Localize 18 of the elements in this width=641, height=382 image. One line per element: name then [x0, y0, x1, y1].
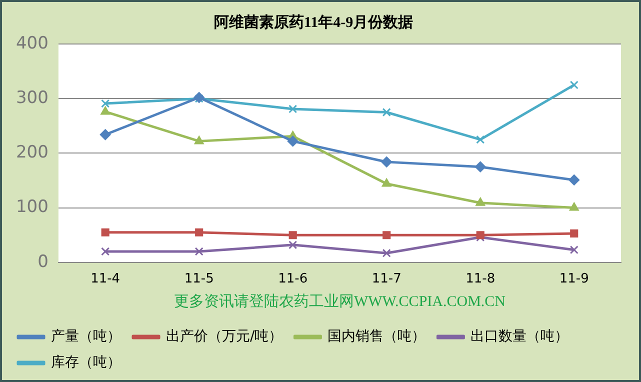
y-tick-label: 300: [16, 88, 48, 108]
legend-label: 产量（吨）: [51, 328, 121, 345]
x-tick-label: 11-6: [278, 272, 308, 287]
legend-label: 出产价（万元/吨）: [166, 328, 283, 345]
x-tick-label: 11-7: [372, 272, 402, 287]
y-tick-label: 200: [16, 142, 48, 163]
text: 更多资讯请登陆农药工业网WWW.CCPIA.COM.CN: [174, 292, 506, 310]
y-tick-label: 400: [16, 33, 48, 54]
x-tick-label: 11-8: [466, 272, 496, 287]
y-tick-label: 100: [16, 197, 48, 218]
legend-label: 国内销售（吨）: [328, 328, 426, 345]
x-tick-label: 11-9: [559, 272, 589, 287]
x-tick-label: 11-4: [90, 272, 120, 287]
legend-label: 库存（吨）: [51, 354, 121, 371]
legend-label: 出口数量（吨）: [470, 328, 569, 345]
y-tick-label: 0: [38, 252, 48, 272]
x-tick-label: 11-5: [184, 272, 214, 287]
chart-title: 阿维菌素原药11年4-9月份数据: [214, 12, 414, 31]
